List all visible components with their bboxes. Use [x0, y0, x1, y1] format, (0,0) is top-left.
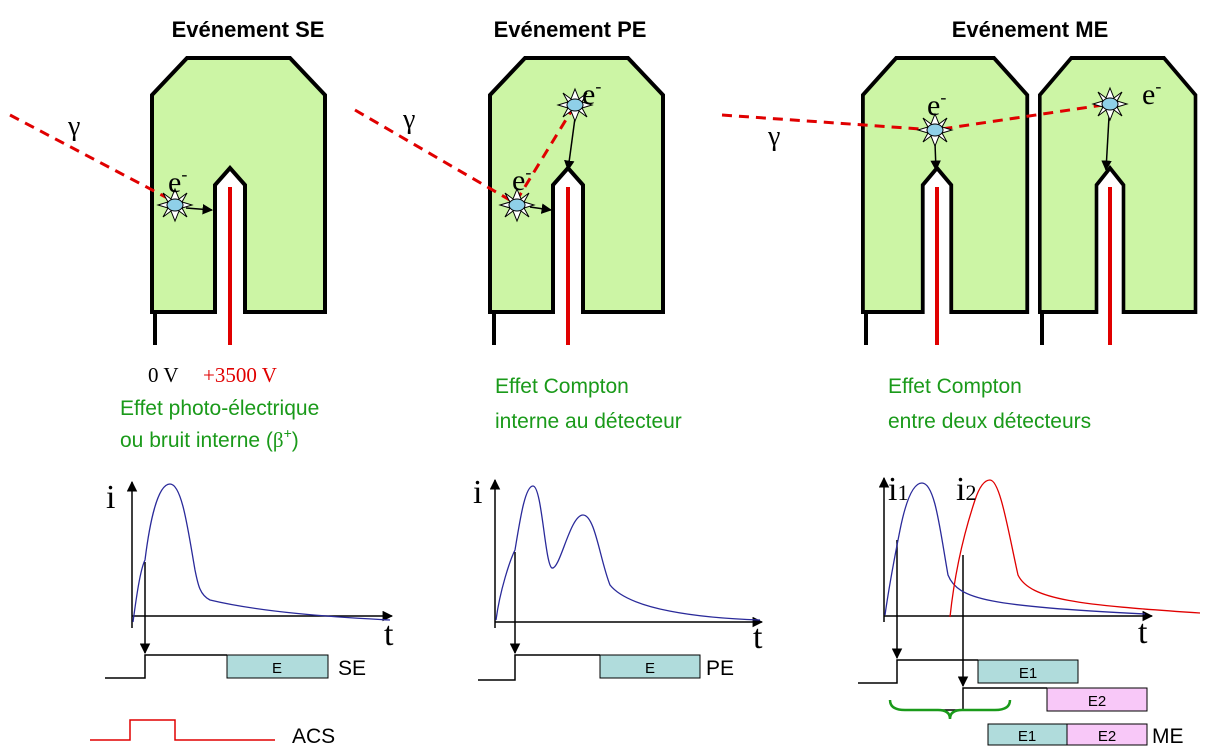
current-sub: 1: [897, 480, 908, 505]
electron-sup: -: [1155, 76, 1161, 96]
acs-pulse: [90, 719, 275, 741]
caption: entre deux détecteurs: [888, 410, 1091, 433]
electron-sup: -: [181, 164, 187, 184]
axes-pe: [478, 478, 764, 681]
y-axis-label: i2: [956, 471, 976, 508]
electron-base: e: [1142, 78, 1155, 111]
gate-window-label: E: [272, 660, 282, 677]
pulse-curve: [884, 482, 1146, 616]
electron-sup: -: [940, 87, 946, 107]
gate-tag: SE: [338, 657, 366, 680]
gate-window: [599, 654, 701, 679]
electron-label: e-: [582, 76, 601, 111]
gate-window-label: E2: [1088, 693, 1106, 710]
x-axis-label: t: [384, 616, 394, 653]
title-se: Evénement SE: [172, 17, 325, 42]
gate-window: [226, 654, 329, 679]
caption: Effet Compton: [888, 375, 1022, 398]
electron-base: e: [168, 166, 181, 199]
ground-voltage: 0 V: [148, 363, 179, 387]
current-sub: 2: [965, 480, 976, 505]
wires: [153, 187, 1112, 345]
electron-base: e: [927, 89, 940, 122]
pulse-curve: [495, 485, 761, 621]
current-base: i: [888, 471, 897, 508]
x-axis-label: t: [1138, 614, 1148, 651]
gate-tag: PE: [706, 657, 734, 680]
gate-window-label: E: [645, 660, 655, 677]
sum-window: [1066, 723, 1148, 746]
electron-label: e-: [512, 162, 531, 197]
gamma-label: γ: [67, 111, 80, 142]
electron-base: e: [582, 78, 595, 111]
pulse-curve-2: [949, 479, 1201, 618]
acs-label: ACS: [292, 725, 335, 747]
axes-se: [105, 480, 394, 679]
caption: Effet Compton: [495, 375, 629, 398]
gate-tag: ME: [1152, 725, 1184, 747]
caption: ou bruit interne (β+): [120, 425, 299, 452]
electron-label: e-: [168, 164, 187, 199]
electron-sup: -: [595, 76, 601, 96]
y-axis-label: i: [106, 479, 115, 516]
axes-me: [858, 476, 1154, 711]
caption-text: ou bruit interne (: [120, 429, 273, 452]
gate-window: [1046, 687, 1148, 712]
coincidence-brace: [888, 699, 1012, 720]
title-pe: Evénement PE: [494, 17, 647, 42]
title-me: Evénement ME: [952, 17, 1109, 42]
electron-label: e-: [927, 87, 946, 122]
electron-drift: [185, 116, 1112, 215]
caption-close: ): [292, 429, 299, 452]
electron-base: e: [512, 164, 525, 197]
y-axis-label: i: [473, 474, 482, 511]
current-base: i: [956, 471, 965, 508]
x-axis-label: t: [753, 619, 763, 656]
electron-label: e-: [1142, 76, 1161, 111]
sum-window-label: E1: [1018, 728, 1036, 745]
sum-window-label: E2: [1098, 728, 1116, 745]
gamma-label: γ: [402, 104, 415, 135]
pulse-curve: [132, 483, 391, 623]
y-axis-label: i1: [888, 471, 908, 508]
caption: interne au détecteur: [495, 410, 682, 433]
caption-symbol: β: [273, 428, 284, 452]
caption: Effet photo-électrique: [120, 397, 319, 420]
high-voltage: +3500 V: [203, 363, 277, 387]
electron-sup: -: [525, 162, 531, 182]
gate-window-label: E1: [1019, 665, 1037, 682]
gate-window: [977, 659, 1079, 684]
caption-sup: +: [284, 425, 292, 441]
gamma-label: γ: [767, 121, 780, 152]
